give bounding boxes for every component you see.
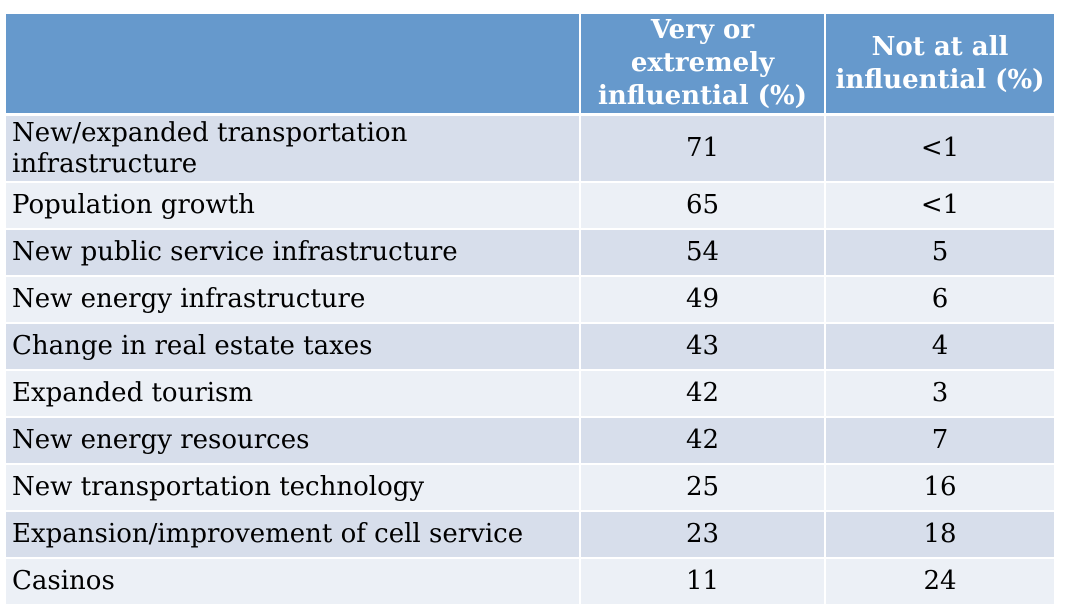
- not-influential-cell: 3: [825, 370, 1054, 418]
- factor-cell: New energy resources: [6, 417, 581, 465]
- table-row: Expanded tourism 42 3: [6, 370, 1054, 418]
- header-not-influential: Not at all influential (%): [825, 14, 1054, 116]
- not-influential-cell: 24: [825, 558, 1054, 606]
- table-row: New energy resources 42 7: [6, 417, 1054, 465]
- header-factor: [6, 14, 581, 116]
- table-row: New energy infrastructure 49 6: [6, 276, 1054, 324]
- very-influential-cell: 25: [580, 464, 826, 512]
- not-influential-cell: <1: [825, 114, 1054, 183]
- table-row: Expansion/improvement of cell service 23…: [6, 511, 1054, 559]
- table-row: Population growth 65 <1: [6, 182, 1054, 230]
- not-influential-cell: 7: [825, 417, 1054, 465]
- factor-cell: Expansion/improvement of cell service: [6, 511, 581, 559]
- very-influential-cell: 71: [580, 114, 826, 183]
- factor-cell: New transportation technology: [6, 464, 581, 512]
- very-influential-cell: 42: [580, 417, 826, 465]
- header-not-line-1: Not at all: [871, 31, 1009, 62]
- table-header: Very or extremely influential (%) Not at…: [6, 14, 1054, 116]
- not-influential-cell: 4: [825, 323, 1054, 371]
- not-influential-cell: 5: [825, 229, 1054, 277]
- not-influential-cell: 6: [825, 276, 1054, 324]
- factor-cell: New public service infrastructure: [6, 229, 581, 277]
- factor-cell: Change in real estate taxes: [6, 323, 581, 371]
- table-row: Casinos 11 24: [6, 558, 1054, 606]
- header-not-line-2: influential (%): [835, 64, 1045, 95]
- factor-cell: New/expanded transportation infrastructu…: [6, 114, 581, 183]
- very-influential-cell: 42: [580, 370, 826, 418]
- very-influential-cell: 54: [580, 229, 826, 277]
- factor-cell: Population growth: [6, 182, 581, 230]
- very-influential-cell: 11: [580, 558, 826, 606]
- not-influential-cell: <1: [825, 182, 1054, 230]
- table-row: New transportation technology 25 16: [6, 464, 1054, 512]
- influence-table: Very or extremely influential (%) Not at…: [6, 14, 1054, 606]
- very-influential-cell: 23: [580, 511, 826, 559]
- very-influential-cell: 49: [580, 276, 826, 324]
- header-row: Very or extremely influential (%) Not at…: [6, 14, 1054, 116]
- table-row: New/expanded transportation infrastructu…: [6, 114, 1054, 183]
- header-very-influential: Very or extremely influential (%): [580, 14, 826, 116]
- very-influential-cell: 65: [580, 182, 826, 230]
- factor-cell: New energy infrastructure: [6, 276, 581, 324]
- table-body: New/expanded transportation infrastructu…: [6, 114, 1054, 606]
- not-influential-cell: 16: [825, 464, 1054, 512]
- not-influential-cell: 18: [825, 511, 1054, 559]
- factor-cell: Expanded tourism: [6, 370, 581, 418]
- table-row: Change in real estate taxes 43 4: [6, 323, 1054, 371]
- factor-cell: Casinos: [6, 558, 581, 606]
- very-influential-cell: 43: [580, 323, 826, 371]
- table-row: New public service infrastructure 54 5: [6, 229, 1054, 277]
- header-very-line-2: influential (%): [597, 81, 807, 111]
- header-very-line-1: Very or extremely: [630, 15, 775, 78]
